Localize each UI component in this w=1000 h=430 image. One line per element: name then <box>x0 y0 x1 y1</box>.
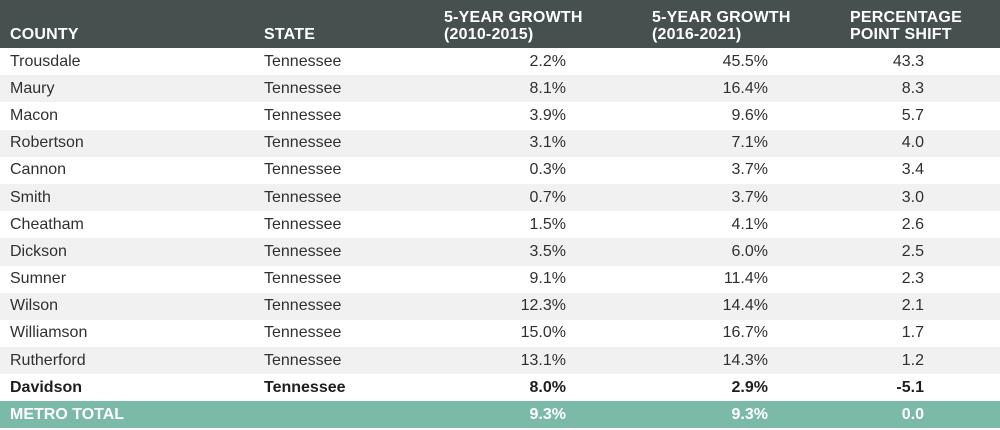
header-growth-2016-2021: 5-YEAR GROWTH (2016-2021) <box>642 0 842 48</box>
growth-2010-2015-cell: 9.1% <box>529 270 566 288</box>
point-shift-cell: 1.2 <box>901 351 924 369</box>
header-growth-2016-2021-line1: 5-YEAR GROWTH <box>652 9 791 26</box>
state-cell: Tennessee <box>264 270 342 288</box>
point-shift-cell: 8.3 <box>901 79 924 97</box>
point-shift-cell: 5.7 <box>901 106 924 124</box>
growth-2016-2021-cell: 3.7% <box>731 188 768 206</box>
point-shift-cell: 2.5 <box>901 242 924 260</box>
table-row: Cheatham Tennessee 1.5% 4.1% 2.6 <box>0 211 1000 239</box>
table-row: Smith Tennessee 0.7% 3.7% 3.0 <box>0 183 1000 212</box>
header-growth-2010-2015-line1: 5-YEAR GROWTH <box>444 9 583 26</box>
growth-2016-2021-cell: 14.4% <box>722 297 768 315</box>
state-cell: Tennessee <box>264 297 342 315</box>
county-cell: Trousdale <box>10 52 81 70</box>
growth-2016-2021-cell: 6.0% <box>731 242 768 260</box>
growth-2016-2021-cell: 16.7% <box>722 324 768 342</box>
point-shift-cell: 2.3 <box>901 270 924 288</box>
metro-total-growth-2010-2015: 9.3% <box>529 405 566 423</box>
point-shift-cell: -5.1 <box>896 378 924 396</box>
table-body: Trousdale Tennessee 2.2% 45.5% 43.3 Maury Tenn… <box>0 48 1000 402</box>
growth-2016-2021-cell: 7.1% <box>731 134 768 152</box>
point-shift-cell: 2.6 <box>901 215 924 233</box>
state-cell: Tennessee <box>264 188 342 206</box>
growth-2010-2015-cell: 1.5% <box>529 215 566 233</box>
header-growth-2016-2021-line2: (2016-2021) <box>652 26 742 43</box>
county-cell: Dickson <box>10 242 67 260</box>
point-shift-cell: 2.1 <box>901 297 924 315</box>
state-cell: Tennessee <box>264 161 342 179</box>
table-row: Rutherford Tennessee 13.1% 14.3% 1.2 <box>0 347 1000 375</box>
growth-2010-2015-cell: 15.0% <box>520 324 566 342</box>
growth-2016-2021-cell: 3.7% <box>731 161 768 179</box>
metro-total-growth-2016-2021: 9.3% <box>731 405 768 423</box>
state-cell: Tennessee <box>264 79 342 97</box>
county-cell: Wilson <box>10 297 59 315</box>
state-cell: Tennessee <box>264 378 346 396</box>
state-cell: Tennessee <box>264 351 342 369</box>
metro-total-point-shift: 0.0 <box>901 405 924 423</box>
county-cell: Macon <box>10 106 59 124</box>
point-shift-cell: 1.7 <box>901 324 924 342</box>
growth-2010-2015-cell: 2.2% <box>529 52 566 70</box>
growth-2010-2015-cell: 3.9% <box>529 106 566 124</box>
state-cell: Tennessee <box>264 134 342 152</box>
metro-total-state <box>258 401 436 428</box>
header-growth-2010-2015: 5-YEAR GROWTH (2010-2015) <box>436 0 642 48</box>
growth-2016-2021-cell: 11.4% <box>723 270 768 288</box>
point-shift-cell: 4.0 <box>901 134 924 152</box>
header-point-shift-line2: POINT SHIFT <box>850 26 952 43</box>
growth-2010-2015-cell: 0.3% <box>529 161 566 179</box>
point-shift-cell: 3.0 <box>901 188 924 206</box>
table-row: Wilson Tennessee 12.3% 14.4% 2.1 <box>0 292 1000 320</box>
point-shift-cell: 3.4 <box>901 161 924 179</box>
metro-total-label: METRO TOTAL <box>10 405 125 423</box>
county-cell: Cheatham <box>10 215 84 233</box>
county-cell: Rutherford <box>10 351 86 369</box>
growth-2010-2015-cell: 8.0% <box>529 378 566 396</box>
growth-2010-2015-cell: 3.5% <box>529 242 566 260</box>
table-row: Trousdale Tennessee 2.2% 45.5% 43.3 <box>0 48 1000 76</box>
table-row: Cannon Tennessee 0.3% 3.7% 3.4 <box>0 156 1000 184</box>
growth-2010-2015-cell: 0.7% <box>529 188 566 206</box>
state-cell: Tennessee <box>264 106 342 124</box>
county-cell: Sumner <box>10 270 67 288</box>
header-county: COUNTY <box>10 26 79 43</box>
county-cell: Maury <box>10 79 55 97</box>
growth-2016-2021-cell: 16.4% <box>722 79 768 97</box>
table-row: Dickson Tennessee 3.5% 6.0% 2.5 <box>0 238 1000 266</box>
table-row: Sumner Tennessee 9.1% 11.4% 2.3 <box>0 265 1000 293</box>
county-cell: Robertson <box>10 134 84 152</box>
header-growth-2010-2015-line2: (2010-2015) <box>444 26 534 43</box>
county-cell: Smith <box>10 188 51 206</box>
table-header-row: COUNTY STATE 5-YEAR GROWTH (2010-2015) 5-… <box>0 0 1000 48</box>
growth-2016-2021-cell: 2.9% <box>731 378 768 396</box>
point-shift-cell: 43.3 <box>892 52 924 70</box>
growth-2016-2021-cell: 45.5% <box>722 52 768 70</box>
growth-2010-2015-cell: 13.1% <box>520 351 566 369</box>
header-state: STATE <box>264 26 316 43</box>
metro-total-row: METRO TOTAL 9.3% 9.3% 0.0 <box>0 401 1000 429</box>
county-cell: Cannon <box>10 161 67 179</box>
state-cell: Tennessee <box>264 52 342 70</box>
state-cell: Tennessee <box>264 215 342 233</box>
growth-2016-2021-cell: 9.6% <box>731 106 768 124</box>
state-cell: Tennessee <box>264 324 342 342</box>
growth-2016-2021-cell: 14.3% <box>722 351 768 369</box>
growth-2010-2015-cell: 8.1% <box>529 79 566 97</box>
table-row: Macon Tennessee 3.9% 9.6% 5.7 <box>0 102 1000 130</box>
header-point-shift: PERCENTAGE POINT SHIFT <box>842 0 1000 48</box>
state-cell: Tennessee <box>264 242 342 260</box>
header-point-shift-line1: PERCENTAGE <box>850 9 962 26</box>
county-cell: Davidson <box>10 378 83 396</box>
table-row: Davidson Tennessee 8.0% 2.9% -5.1 <box>0 374 1000 402</box>
table-row: Maury Tennessee 8.1% 16.4% 8.3 <box>0 75 1000 103</box>
county-cell: Williamson <box>10 324 88 342</box>
table-row: Robertson Tennessee 3.1% 7.1% 4.0 <box>0 129 1000 157</box>
table-row: Williamson Tennessee 15.0% 16.7% 1.7 <box>0 319 1000 348</box>
growth-2010-2015-cell: 12.3% <box>520 297 566 315</box>
growth-2010-2015-cell: 3.1% <box>529 134 566 152</box>
growth-2016-2021-cell: 4.1% <box>731 215 768 233</box>
